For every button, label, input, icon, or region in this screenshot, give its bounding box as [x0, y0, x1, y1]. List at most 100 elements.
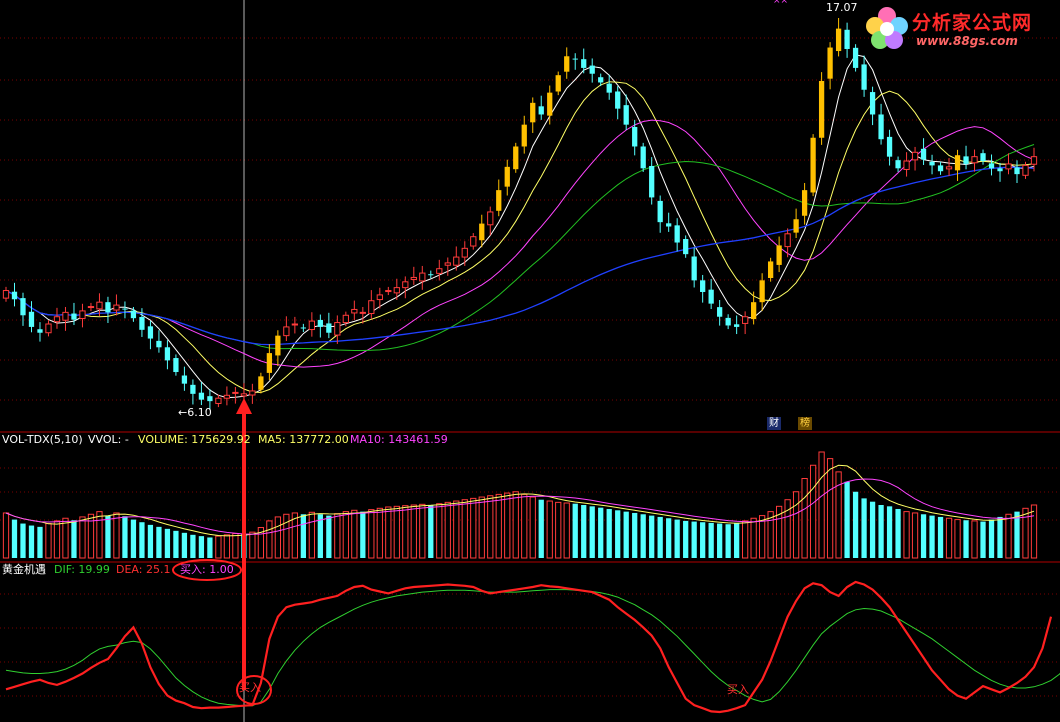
candlestick-series — [2, 18, 1038, 410]
candle-body — [368, 300, 375, 315]
brand-url: www.88gs.com — [916, 34, 1018, 48]
volume-bar — [546, 500, 553, 559]
candle-body — [317, 319, 323, 327]
candle-body — [1022, 164, 1029, 176]
volume-bar — [1022, 507, 1029, 559]
volume-indicator-name: VOL-TDX(5,10) — [2, 433, 83, 446]
volume-bar — [410, 504, 417, 559]
volume-bar — [878, 505, 884, 558]
candle-body — [530, 102, 536, 123]
volume-bar — [1014, 511, 1020, 558]
candle-body — [275, 335, 281, 356]
candle-body — [37, 329, 43, 333]
volume-bar — [606, 508, 612, 558]
volume-bar — [521, 493, 528, 559]
volume-bar — [945, 517, 953, 559]
candle-body — [784, 233, 791, 248]
candle-body — [359, 311, 366, 314]
volume-ma10-line — [5, 478, 1035, 535]
candle-body — [886, 136, 893, 157]
volume-bar — [615, 510, 621, 558]
candle-body — [326, 323, 332, 333]
volume-bar — [1005, 513, 1012, 559]
volume-bars — [2, 451, 1038, 559]
volume-bar — [555, 501, 562, 559]
macd-lines — [5, 580, 1060, 714]
volume-bar — [266, 520, 273, 559]
ranking-badge[interactable]: 榜 — [798, 417, 812, 430]
volume-bar — [376, 507, 383, 559]
candle-body — [606, 83, 612, 93]
candle-body — [53, 316, 61, 323]
volume-bar — [173, 530, 179, 558]
volume-bar — [734, 522, 740, 558]
volume-bar — [683, 520, 689, 558]
volume-bar — [223, 534, 231, 559]
volume-bar — [700, 522, 706, 558]
brand-logo[interactable]: 分析家公式网 www.88gs.com — [860, 4, 1056, 56]
candle-body — [308, 320, 315, 331]
candle-body — [666, 223, 672, 227]
candle-body — [691, 256, 697, 281]
candle-body — [920, 148, 927, 160]
volume-bar — [215, 535, 222, 559]
volume-bar — [444, 501, 451, 559]
volume-bar — [96, 511, 103, 559]
volume-bar — [818, 451, 825, 559]
candle-body — [734, 324, 740, 327]
candle-body — [835, 28, 842, 52]
volume-bar — [291, 512, 298, 559]
volume-bar — [869, 501, 876, 558]
volume-bar — [954, 519, 961, 559]
candle-body — [555, 75, 561, 92]
volume-bar — [164, 528, 171, 558]
candle-body — [453, 256, 460, 266]
volume-bar — [334, 513, 341, 559]
volume-bar — [342, 511, 349, 559]
candle-body — [632, 126, 638, 147]
candle-body — [28, 311, 35, 327]
candle-body — [649, 165, 655, 198]
volume-bar — [708, 522, 714, 558]
volume-bar — [997, 516, 1003, 558]
price-low-label: ←6.10 — [178, 406, 212, 419]
volume-bar — [53, 520, 61, 559]
candle-body — [801, 190, 808, 216]
candle-body — [504, 166, 510, 187]
volume-bar — [300, 514, 306, 558]
candle-body — [513, 146, 519, 170]
volume-bar — [632, 512, 638, 558]
volume-bar — [385, 506, 392, 559]
volume-bar — [1030, 504, 1038, 559]
volume-ma10-value: MA10: 143461.59 — [350, 433, 448, 446]
volume-bar — [62, 517, 69, 559]
volume-bar — [691, 521, 697, 558]
candle-body — [683, 239, 689, 255]
candle-body — [759, 280, 765, 303]
candle-body — [623, 105, 629, 125]
volume-bar — [963, 520, 969, 558]
volume-bar — [980, 521, 986, 558]
finance-badge[interactable]: 财 — [767, 417, 781, 430]
volume-bar — [257, 527, 265, 559]
volume-bar — [929, 515, 935, 558]
ma20-line — [5, 119, 1035, 368]
volume-bar — [402, 505, 409, 559]
volume-bar — [674, 519, 680, 558]
candle-body — [291, 323, 298, 326]
volume-ma-lines — [5, 464, 1035, 537]
volume-bar — [317, 514, 323, 558]
candle-body — [1005, 163, 1012, 170]
candle-body — [164, 347, 171, 361]
volume-bar — [572, 503, 578, 558]
volume-bar — [87, 513, 95, 559]
volume-bar — [903, 511, 910, 559]
volume-bar — [428, 505, 434, 558]
candle-body — [818, 81, 825, 138]
buy-mark-circle — [236, 675, 272, 705]
flower-logo-icon — [866, 7, 908, 49]
volume-value: VOLUME: 175629.92 — [138, 433, 251, 446]
candle-body — [742, 316, 749, 324]
candle-body — [479, 223, 485, 241]
